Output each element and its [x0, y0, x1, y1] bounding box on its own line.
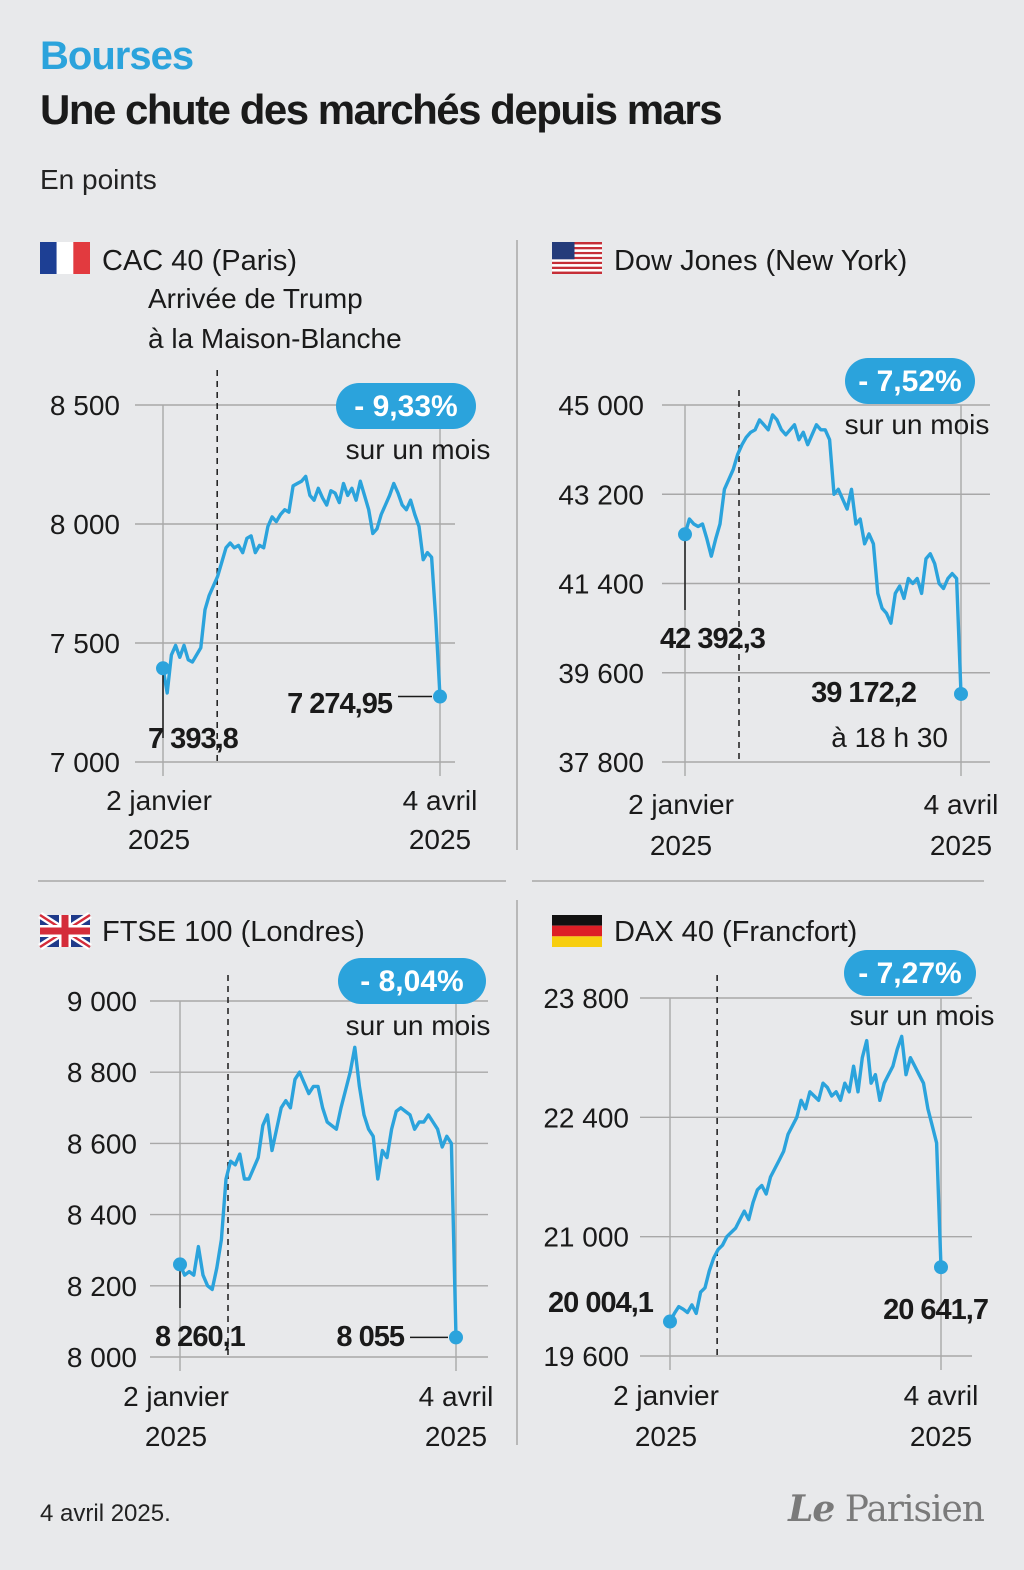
end-value-sublabel: à 18 h 30 [831, 722, 948, 753]
x-end-label: 4 avril [419, 1381, 494, 1412]
x-start-label: 2 janvier [123, 1381, 229, 1412]
x-start-label: 2 janvier [628, 789, 734, 820]
start-value-label: 7 393,8 [148, 723, 239, 755]
change-badge [844, 950, 976, 996]
x-end-year-label: 2025 [425, 1421, 487, 1452]
end-value-label: 8 055 [336, 1321, 404, 1353]
chart-cac40: CAC 40 (Paris) 7 000 7 500 8 000 8 500 Arrivé… [0, 0, 512, 880]
series-line [178, 1045, 458, 1338]
series-line [161, 474, 442, 697]
end-value-label: 39 172,2 [811, 677, 916, 709]
change-badge-sublabel: sur un mois [346, 1010, 491, 1041]
end-point [954, 686, 968, 701]
chart-title: CAC 40 (Paris) [102, 245, 297, 277]
y-tick-label: 7 000 [50, 747, 120, 778]
change-badge-label: - 7,52% [858, 365, 961, 398]
x-end-label: 4 avril [904, 1380, 979, 1411]
x-end-year-label: 2025 [930, 830, 992, 861]
y-tick-label: 8 000 [50, 509, 120, 540]
change-badge-label: - 8,04% [360, 965, 463, 998]
x-start-year-label: 2025 [635, 1421, 697, 1452]
start-point [156, 661, 170, 676]
y-tick-label: 21 000 [543, 1222, 629, 1253]
change-badge [845, 358, 975, 404]
chart-svg: Dow Jones (New York) 37 800 39 600 41 400 43… [552, 242, 999, 861]
kicker: Bourses [40, 34, 194, 78]
annotation-label: Arrivée de Trump [148, 283, 363, 314]
start-value-label: 20 004,1 [548, 1287, 654, 1319]
y-tick-label: 8 200 [67, 1271, 137, 1302]
footer-date: 4 avril 2025. [40, 1500, 171, 1527]
y-tick-label: 19 600 [543, 1341, 629, 1372]
chart-svg: FTSE 100 (Londres) 8 000 8 200 8 400 8 600 8 … [38, 912, 494, 1452]
chart-svg: CAC 40 (Paris) 7 000 7 500 8 000 8 500 Arrivé… [40, 242, 491, 855]
change-badge-label: - 9,33% [354, 390, 457, 423]
y-tick-label: 9 000 [67, 986, 137, 1017]
y-tick-label: 23 800 [543, 983, 629, 1014]
france-flag-icon [40, 242, 90, 274]
unit-label: En points [40, 164, 157, 195]
change-badge [336, 383, 476, 429]
change-badge-sublabel: sur un mois [346, 434, 491, 465]
start-value-label: 8 260,1 [155, 1321, 246, 1353]
chart-svg: DAX 40 (Francfort) 19 600 21 000 22 400 23 8… [543, 915, 995, 1452]
y-tick-label: 22 400 [543, 1102, 629, 1133]
x-start-label: 2 janvier [613, 1380, 719, 1411]
y-tick-label: 7 500 [50, 628, 120, 659]
y-tick-label: 41 400 [558, 569, 644, 600]
vertical-divider-bottom [516, 900, 518, 1445]
annotation-label: à la Maison-Blanche [148, 323, 402, 354]
y-tick-label: 45 000 [558, 390, 644, 421]
series-line [683, 413, 963, 695]
start-value-label: 42 392,3 [660, 623, 766, 655]
chart-ftse100: FTSE 100 (Londres) 8 000 8 200 8 400 8 600 8 … [0, 880, 512, 1480]
change-badge-label: - 7,27% [858, 957, 961, 990]
x-start-year-label: 2025 [145, 1421, 207, 1452]
change-badge-sublabel: sur un mois [850, 1000, 995, 1031]
chart-dax40: DAX 40 (Francfort) 19 600 21 000 22 400 23 8… [512, 880, 1024, 1480]
usa-flag-icon [552, 242, 602, 274]
y-tick-label: 43 200 [558, 479, 644, 510]
x-start-year-label: 2025 [128, 824, 190, 855]
x-end-year-label: 2025 [409, 824, 471, 855]
start-point [173, 1257, 187, 1272]
change-badge [338, 958, 486, 1004]
start-point [663, 1314, 677, 1329]
series-line [668, 1034, 943, 1323]
x-start-year-label: 2025 [650, 830, 712, 861]
y-tick-label: 39 600 [558, 658, 644, 689]
le-parisien-logo: Le Parisien [788, 1488, 985, 1530]
end-point [934, 1260, 948, 1275]
x-start-label: 2 janvier [106, 785, 212, 816]
end-value-label: 7 274,95 [287, 688, 393, 720]
end-value-label: 20 641,7 [883, 1294, 988, 1326]
chart-title: FTSE 100 (Londres) [102, 916, 365, 948]
start-point [678, 527, 692, 542]
uk-flag-icon [38, 912, 92, 950]
y-tick-label: 8 600 [67, 1128, 137, 1159]
germany-flag-icon [552, 915, 602, 947]
page-title: Une chute des marchés depuis mars [40, 86, 723, 133]
chart-title: DAX 40 (Francfort) [614, 916, 857, 948]
horizontal-divider-left [38, 880, 506, 882]
x-end-label: 4 avril [924, 789, 999, 820]
horizontal-divider-right [532, 880, 984, 882]
x-end-year-label: 2025 [910, 1421, 972, 1452]
chart-title: Dow Jones (New York) [614, 245, 907, 277]
y-tick-label: 8 000 [67, 1342, 137, 1373]
y-tick-label: 8 800 [67, 1057, 137, 1088]
vertical-divider-top [516, 240, 518, 850]
y-tick-label: 37 800 [558, 747, 644, 778]
change-badge-sublabel: sur un mois [845, 409, 990, 440]
y-tick-label: 8 500 [50, 390, 120, 421]
chart-dowjones: Dow Jones (New York) 37 800 39 600 41 400 43… [512, 0, 1024, 880]
y-tick-label: 8 400 [67, 1200, 137, 1231]
end-point [449, 1330, 463, 1345]
end-point [433, 689, 447, 704]
x-end-label: 4 avril [403, 785, 478, 816]
